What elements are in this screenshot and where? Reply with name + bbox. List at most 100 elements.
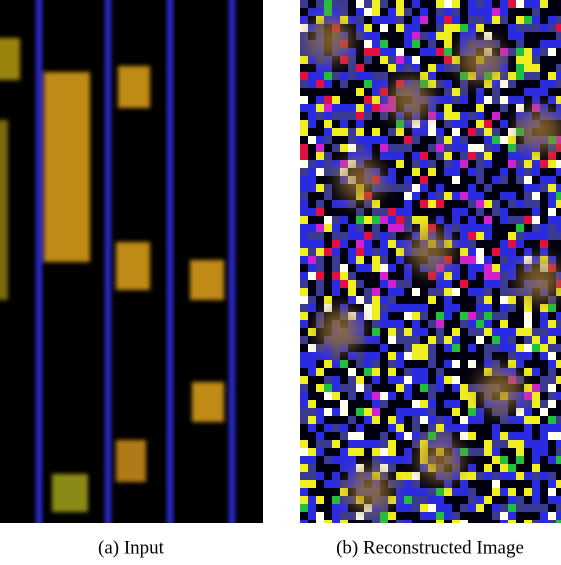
pixel <box>428 200 436 208</box>
pixel <box>532 0 540 8</box>
pixel <box>420 144 428 152</box>
pixel <box>436 416 444 424</box>
pixel <box>508 40 516 48</box>
pixel <box>420 0 428 8</box>
pixel <box>444 336 452 344</box>
pixel <box>324 248 332 256</box>
pixel <box>452 32 460 40</box>
pixel <box>348 120 356 128</box>
pixel <box>404 336 412 344</box>
input-image <box>0 0 263 530</box>
pixel <box>460 320 468 328</box>
pixel <box>324 176 332 184</box>
pixel <box>468 240 476 248</box>
pixel <box>532 360 540 368</box>
pixel <box>388 120 396 128</box>
pixel <box>300 128 308 136</box>
pixel <box>420 328 428 336</box>
pixel <box>436 144 444 152</box>
pixel <box>444 296 452 304</box>
pixel <box>460 440 468 448</box>
pixel <box>524 160 532 168</box>
pixel <box>524 408 532 416</box>
pixel <box>500 184 508 192</box>
pixel <box>460 232 468 240</box>
pixel <box>468 384 476 392</box>
pixel <box>428 376 436 384</box>
pixel <box>300 216 308 224</box>
pixel <box>492 424 500 432</box>
pixel <box>316 488 324 496</box>
pixel <box>548 152 556 160</box>
pixel <box>420 416 428 424</box>
pixel <box>508 288 516 296</box>
pixel <box>316 440 324 448</box>
pixel <box>316 400 324 408</box>
pixel <box>452 504 460 512</box>
pixel <box>508 296 516 304</box>
pixel <box>388 416 396 424</box>
pixel <box>388 8 396 16</box>
pixel <box>372 120 380 128</box>
pixel <box>516 104 524 112</box>
pixel <box>308 320 316 328</box>
pixel <box>468 112 476 120</box>
pixel <box>524 512 532 520</box>
pixel <box>308 472 316 480</box>
pixel <box>404 176 412 184</box>
pixel <box>420 296 428 304</box>
pixel <box>324 72 332 80</box>
pixel <box>396 128 404 136</box>
pixel <box>404 16 412 24</box>
pixel <box>484 320 492 328</box>
pixel <box>300 368 308 376</box>
pixel <box>388 456 396 464</box>
pixel <box>532 224 540 232</box>
pixel <box>540 16 548 24</box>
pixel <box>556 176 561 184</box>
pixel <box>428 504 436 512</box>
pixel <box>324 208 332 216</box>
pixel <box>492 432 500 440</box>
pixel <box>412 496 420 504</box>
pixel <box>388 144 396 152</box>
pixel <box>388 264 396 272</box>
pixel <box>396 456 404 464</box>
pixel <box>388 400 396 408</box>
pixel <box>364 136 372 144</box>
pixel <box>308 248 316 256</box>
pixel <box>316 432 324 440</box>
pixel <box>532 464 540 472</box>
pixel <box>468 496 476 504</box>
pixel <box>332 208 340 216</box>
pixel <box>540 64 548 72</box>
pixel <box>452 392 460 400</box>
pixel <box>332 96 340 104</box>
pixel <box>516 448 524 456</box>
pixel <box>364 80 372 88</box>
pixel <box>508 360 516 368</box>
pixel <box>484 184 492 192</box>
pixel <box>308 520 316 528</box>
pixel <box>396 440 404 448</box>
pixel <box>412 192 420 200</box>
pixel <box>340 464 348 472</box>
pixel <box>548 176 556 184</box>
pixel <box>556 408 561 416</box>
pixel <box>388 248 396 256</box>
pixel <box>340 152 348 160</box>
pixel <box>492 96 500 104</box>
pixel <box>404 144 412 152</box>
pixel <box>468 304 476 312</box>
pixel <box>492 184 500 192</box>
pixel <box>380 272 388 280</box>
pixel <box>548 248 556 256</box>
pixel <box>340 64 348 72</box>
pixel <box>556 80 561 88</box>
pixel <box>444 144 452 152</box>
pixel <box>460 16 468 24</box>
pixel <box>412 400 420 408</box>
pixel <box>356 80 364 88</box>
pixel <box>340 392 348 400</box>
pixel <box>508 504 516 512</box>
